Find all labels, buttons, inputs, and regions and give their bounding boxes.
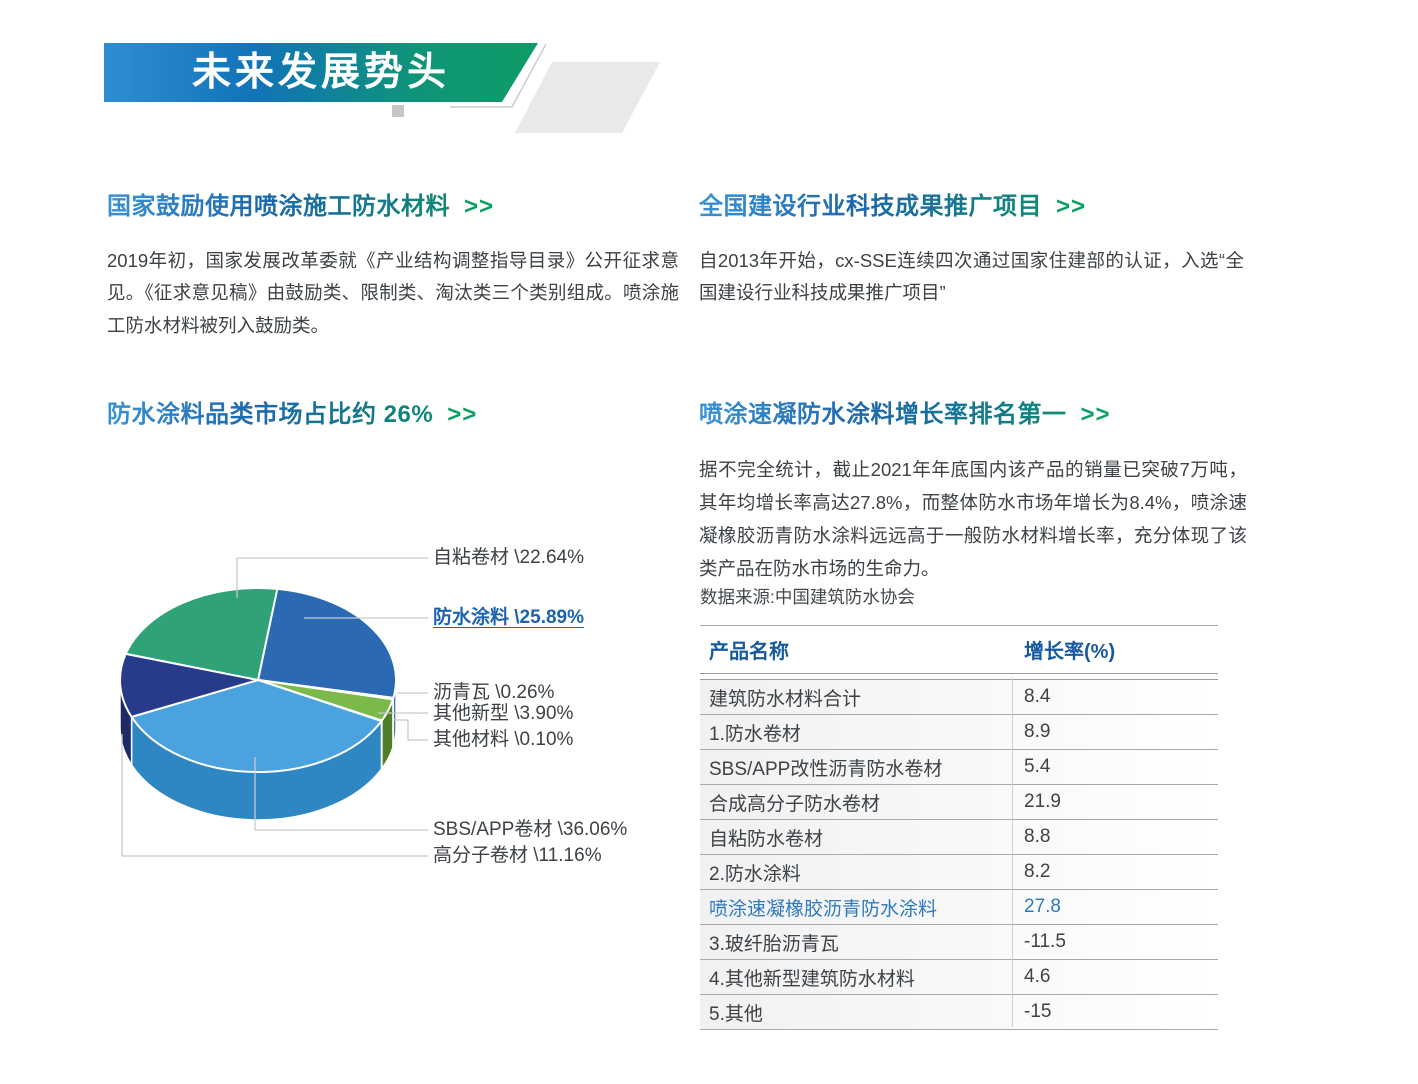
product-name-cell: 1.防水卷材 bbox=[709, 723, 801, 745]
growth-rate-cell: -11.5 bbox=[1024, 931, 1066, 952]
title-banner: 未来发展势头 bbox=[104, 43, 538, 102]
section-title-growth-rank: 喷涂速凝防水涂料增长率排名第一 >> bbox=[699, 394, 1111, 429]
section-title-policy: 国家鼓励使用喷涂施工防水材料 >> bbox=[107, 186, 494, 221]
product-name-cell: 自粘防水卷材 bbox=[709, 828, 824, 850]
table-row: 5.其他 -15 bbox=[700, 995, 1218, 1030]
pie-leader-line bbox=[236, 557, 428, 598]
table-body: 建筑防水材料合计 8.4 1.防水卷材 8.9 SBS/APP改性沥青防水卷材 5.4 合成… bbox=[700, 680, 1218, 1030]
growth-rate-cell: 8.8 bbox=[1024, 826, 1051, 847]
growth-rate-table: 产品名称 增长率(%) 建筑防水材料合计 8.4 1.防水卷材 8.9 SBS/APP改… bbox=[700, 625, 1218, 1030]
section-body-certification: 自2013年开始，cx-SSE连续四次通过国家住建部的认证，入选“全国建设行业科… bbox=[699, 249, 1244, 304]
pie-slice bbox=[119, 652, 259, 718]
gray-square bbox=[392, 105, 404, 117]
product-name-cell: 3.玻纤胎沥青瓦 bbox=[709, 933, 839, 955]
market-share-pie-chart bbox=[119, 557, 428, 857]
product-name-cell: 4.其他新型建筑防水材料 bbox=[709, 968, 915, 990]
data-source-note: 数据来源:中国建筑防水协会 bbox=[700, 587, 915, 607]
growth-rate-cell: 4.6 bbox=[1024, 966, 1051, 987]
table-column-divider bbox=[1012, 677, 1013, 1027]
product-name-cell: 合成高分子防水卷材 bbox=[709, 793, 881, 815]
growth-rate-cell: -15 bbox=[1024, 1001, 1052, 1022]
table-row: SBS/APP改性沥青防水卷材 5.4 bbox=[700, 750, 1218, 785]
table-row-highlight: 喷涂速凝橡胶沥青防水涂料 27.8 bbox=[700, 890, 1218, 925]
pie-leader-line bbox=[121, 734, 428, 857]
outline-chevron bbox=[450, 43, 547, 108]
pie-leader-line bbox=[254, 757, 428, 831]
product-name-cell: 建筑防水材料合计 bbox=[709, 688, 862, 710]
growth-rate-cell: 27.8 bbox=[1024, 896, 1061, 917]
pie-slice bbox=[124, 587, 279, 681]
table-row: 1.防水卷材 8.9 bbox=[700, 715, 1218, 750]
header-double-line bbox=[700, 673, 1218, 680]
growth-rate-cell: 5.4 bbox=[1024, 756, 1051, 777]
section-title-text: 喷涂速凝防水涂料增长率排名第一 bbox=[699, 401, 1067, 428]
more-arrow-icon[interactable]: >> bbox=[1080, 401, 1111, 428]
table-header-product-name: 产品名称 bbox=[709, 641, 789, 663]
table-row: 合成高分子防水卷材 21.9 bbox=[700, 785, 1218, 820]
table-row: 自粘防水卷材 8.8 bbox=[700, 820, 1218, 855]
table-header-growth-rate: 增长率(%) bbox=[1024, 641, 1116, 663]
product-name-cell: SBS/APP改性沥青防水卷材 bbox=[709, 758, 943, 780]
pie-leader-line bbox=[394, 719, 428, 741]
table-row: 2.防水涂料 8.2 bbox=[700, 855, 1218, 890]
gray-parallelogram bbox=[515, 62, 660, 133]
more-arrow-icon[interactable]: >> bbox=[447, 401, 478, 428]
more-arrow-icon[interactable]: >> bbox=[1056, 193, 1087, 220]
section-title-text: 防水涂料品类市场占比约 26% bbox=[107, 401, 434, 428]
more-arrow-icon[interactable]: >> bbox=[464, 193, 495, 220]
growth-rate-cell: 21.9 bbox=[1024, 791, 1061, 812]
section-title-text: 国家鼓励使用喷涂施工防水材料 bbox=[107, 193, 450, 220]
section-body-growth-rank: 据不完全统计，截止2021年年底国内该产品的销量已突破7万吨，其年均增长率高达2… bbox=[699, 458, 1247, 579]
product-name-cell: 2.防水涂料 bbox=[709, 863, 801, 885]
page-title: 未来发展势头 bbox=[191, 51, 450, 94]
section-title-market-share: 防水涂料品类市场占比约 26% >> bbox=[107, 394, 477, 429]
section-body-policy: 2019年初，国家发展改革委就《产业结构调整指导目录》公开征求意见。《征求意见稿… bbox=[107, 249, 679, 336]
table-row: 建筑防水材料合计 8.4 bbox=[700, 680, 1218, 715]
product-name-cell: 喷涂速凝橡胶沥青防水涂料 bbox=[709, 898, 938, 920]
growth-rate-cell: 8.4 bbox=[1024, 686, 1051, 707]
growth-rate-cell: 8.2 bbox=[1024, 861, 1051, 882]
section-title-certification: 全国建设行业科技成果推广项目 >> bbox=[699, 186, 1086, 221]
table-row: 4.其他新型建筑防水材料 4.6 bbox=[700, 960, 1218, 995]
section-title-text: 全国建设行业科技成果推广项目 bbox=[699, 193, 1042, 220]
table-header-row: 产品名称 增长率(%) bbox=[700, 625, 1218, 673]
growth-rate-cell: 8.9 bbox=[1024, 721, 1051, 742]
pie-slice bbox=[257, 587, 397, 699]
table-row: 3.玻纤胎沥青瓦 -11.5 bbox=[700, 925, 1218, 960]
product-name-cell: 5.其他 bbox=[709, 1003, 763, 1025]
banner-decoration bbox=[392, 43, 660, 133]
